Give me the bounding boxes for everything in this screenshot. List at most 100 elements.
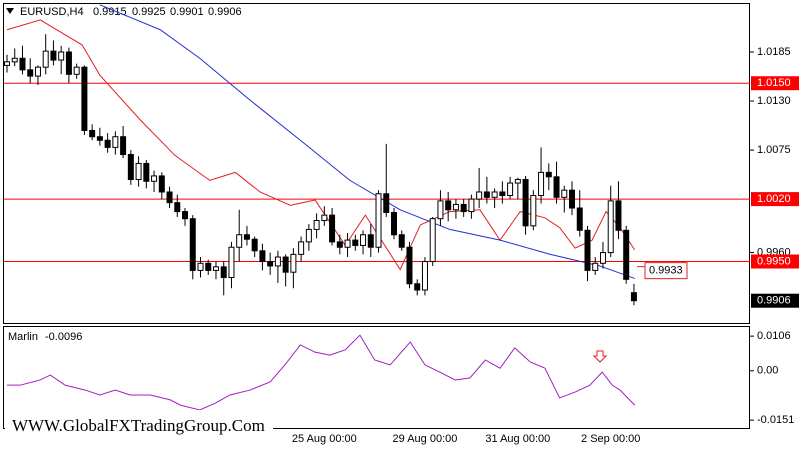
candle-body — [274, 256, 281, 267]
arrow-annotation — [592, 350, 608, 363]
candle-body — [545, 171, 552, 178]
level-label-box — [751, 254, 799, 269]
candle-body — [569, 189, 576, 209]
chart-title: EURUSD,H4 — [20, 6, 84, 18]
candle-body — [421, 260, 428, 291]
candle-body — [58, 51, 65, 61]
candle-body — [220, 266, 227, 279]
candle-body — [151, 175, 158, 182]
candle-body — [630, 292, 637, 302]
price-label: 0.9906 — [757, 295, 791, 307]
watermark-box — [5, 410, 273, 446]
candle-body — [11, 57, 18, 63]
ohlc-open: 0.9915 — [93, 6, 127, 18]
candle-body — [120, 136, 127, 156]
candle-body — [282, 256, 289, 273]
indicator-value: -0.0096 — [45, 331, 82, 343]
candle-body — [391, 211, 397, 236]
candle-body — [290, 253, 297, 273]
candle-body — [228, 246, 235, 279]
candle-body — [19, 57, 26, 71]
ohlc-close: 0.9906 — [208, 6, 242, 18]
candle-body — [561, 189, 568, 198]
y-tick-label: -0.0151 — [757, 414, 794, 426]
indicator-title: Marlin — [8, 331, 38, 343]
candle-body — [321, 214, 328, 221]
y-tick-label: 1.0185 — [757, 46, 791, 58]
candle-body — [514, 178, 521, 184]
x-tick-label: 29 Aug 00:00 — [393, 433, 458, 445]
candle-body — [553, 176, 560, 198]
candle-body — [406, 246, 413, 285]
candle-body — [329, 214, 336, 243]
y-tick-label: 0.0106 — [757, 330, 791, 342]
candle-body — [584, 229, 591, 271]
candle-body — [313, 219, 320, 230]
candle-body — [375, 193, 382, 248]
candle-body — [236, 234, 243, 248]
candle-body — [499, 191, 506, 197]
indicator-line — [7, 334, 636, 411]
candle-body — [205, 262, 212, 271]
candle-body — [174, 202, 181, 213]
indicator-panel — [3, 326, 750, 429]
candle-body — [112, 136, 119, 148]
candle-body — [344, 239, 351, 248]
candle-body — [89, 129, 96, 138]
candle-body — [259, 250, 266, 262]
candle-body — [135, 162, 142, 180]
watermark: WWW.GlobalFXTradingGroup.Com — [12, 416, 265, 435]
candle-body — [27, 69, 34, 77]
candle-body — [483, 191, 490, 198]
x-tick-label: 25 Aug 00:00 — [292, 433, 357, 445]
moving-average — [99, 4, 635, 279]
candle-body — [336, 241, 343, 248]
candle-body — [367, 234, 374, 248]
level-label-box — [751, 76, 799, 91]
candle-body — [468, 198, 475, 213]
candle-body — [522, 178, 529, 227]
candle-body — [437, 200, 444, 220]
candle-body — [599, 252, 606, 264]
candle-body — [182, 211, 189, 220]
candle-body — [429, 218, 436, 262]
candle-body — [96, 136, 103, 141]
price-box — [751, 293, 799, 308]
annotation-box — [644, 262, 688, 280]
menu-triangle — [6, 8, 14, 14]
annotation-label: 0.9933 — [649, 265, 683, 277]
candle-body — [352, 239, 359, 246]
y-tick-label: 0.9960 — [757, 246, 791, 258]
candle-body — [4, 61, 10, 66]
candle-body — [267, 260, 274, 267]
candle-body — [576, 207, 583, 231]
y-tick-label: 1.0130 — [757, 95, 791, 107]
candle-body — [445, 200, 452, 211]
candle-body — [42, 50, 49, 68]
ohlc-low: 0.9901 — [170, 6, 204, 18]
candle-body — [104, 139, 111, 148]
candle-body — [298, 241, 305, 255]
x-tick-label: 2 Sep 00:00 — [581, 433, 640, 445]
candle-body — [189, 218, 196, 271]
candle-body — [212, 266, 219, 271]
candle-body — [398, 234, 405, 248]
candle-body — [127, 154, 134, 180]
x-tick-label: 31 Aug 00:00 — [485, 433, 550, 445]
candle-body — [460, 203, 467, 213]
candle-body — [360, 234, 367, 246]
level-label: 1.0150 — [757, 77, 791, 89]
candle-body — [623, 229, 630, 280]
level-label: 0.9950 — [757, 255, 791, 267]
candle-body — [251, 238, 258, 252]
candle-body — [383, 193, 390, 213]
candle-body — [530, 195, 537, 227]
y-tick-label: 0.00 — [757, 365, 778, 377]
candle-body — [166, 191, 173, 204]
candle-body — [143, 162, 150, 182]
candle-body — [414, 283, 421, 291]
candle-body — [197, 262, 204, 271]
candle-body — [491, 191, 498, 198]
candle-body — [476, 191, 483, 200]
